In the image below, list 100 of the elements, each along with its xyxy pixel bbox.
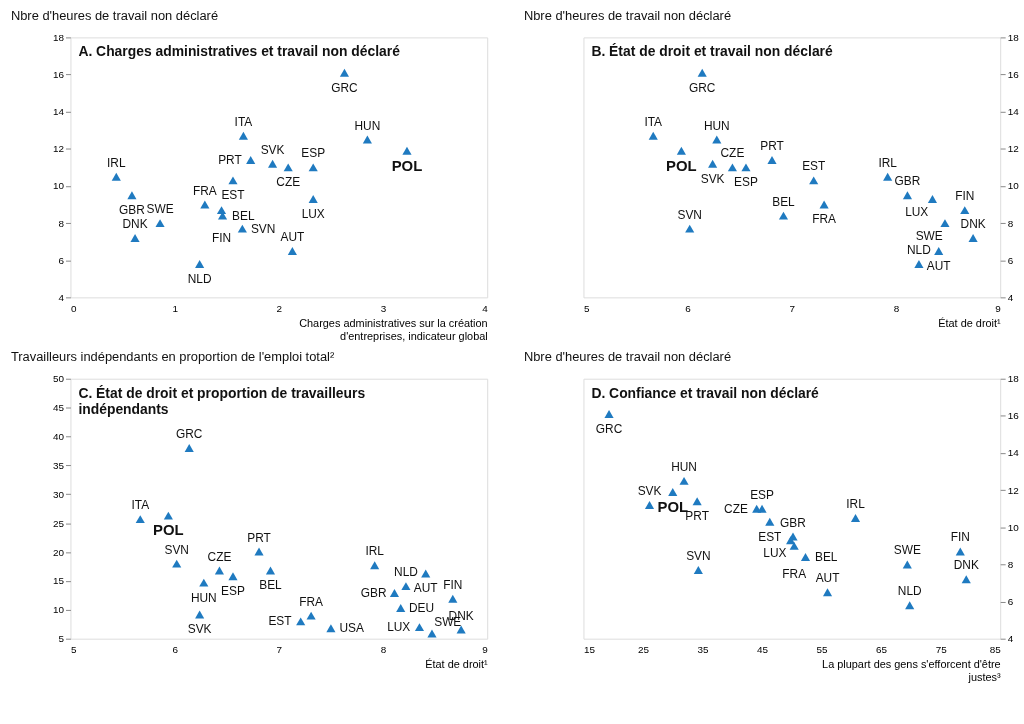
data-label: ESP — [301, 146, 326, 161]
point — [968, 233, 978, 242]
x-tick-label: 45 — [757, 644, 769, 656]
x-tick-label: 55 — [816, 644, 829, 656]
data-label: AUT — [926, 258, 951, 273]
data-label: AUT — [413, 581, 438, 596]
y-tick-label: 40 — [52, 430, 65, 442]
y2-tick-label: 18 — [1007, 373, 1020, 385]
data-label: GRC — [176, 427, 203, 442]
data-label: SWE — [915, 228, 943, 243]
data-label: CZE — [276, 175, 301, 190]
data-label: FIN — [950, 530, 970, 545]
point — [296, 617, 306, 626]
point — [934, 246, 944, 255]
data-label: LUX — [301, 206, 325, 221]
point — [228, 176, 238, 185]
point — [163, 511, 173, 520]
x-tick-label: 85 — [989, 644, 1002, 656]
data-label: FRA — [192, 183, 217, 198]
data-label: SVK — [700, 171, 725, 186]
x-tick-label: 9 — [995, 302, 1002, 314]
data-label: HUN — [671, 459, 697, 474]
data-label: IRL — [107, 155, 126, 170]
point — [127, 191, 137, 200]
chart-title: A. Charges administratives et travail non déclaré — [78, 43, 401, 60]
x-tick-label: 7 — [789, 302, 796, 314]
y2-tick-label: 16 — [1007, 69, 1020, 81]
data-label: FRA — [782, 566, 807, 581]
point — [414, 623, 425, 632]
y-axis-title: Travailleurs indépendants en proportion de l'emploi total² — [10, 348, 335, 364]
point — [778, 211, 789, 220]
point — [306, 611, 316, 620]
data-label: BEL — [232, 208, 255, 223]
data-label: POL — [153, 522, 184, 539]
y-tick-label: 6 — [58, 254, 65, 266]
x-axis-title: État de droit¹ — [938, 316, 1002, 329]
y-tick-label: 35 — [52, 459, 65, 471]
y2-tick-label: 6 — [1007, 596, 1014, 608]
data-label: SVN — [164, 542, 189, 557]
data-label: ITA — [234, 114, 253, 129]
data-label: GBR — [894, 174, 921, 189]
data-label: AUT — [280, 230, 305, 245]
point — [326, 624, 336, 633]
point — [883, 172, 893, 181]
y2-tick-label: 14 — [1007, 447, 1020, 459]
x-tick-label: 5 — [70, 644, 77, 656]
y-tick-label: 4 — [58, 291, 65, 303]
x-tick-label: 7 — [276, 644, 283, 656]
data-label: ITA — [644, 114, 663, 129]
point — [697, 68, 707, 77]
y-tick-label: 5 — [58, 633, 65, 645]
point — [960, 206, 970, 215]
x-tick-label: 4 — [482, 302, 489, 314]
data-label: PRT — [760, 139, 784, 154]
point — [172, 559, 182, 568]
data-label: AUT — [815, 571, 840, 586]
y-tick-label: 30 — [52, 488, 65, 500]
data-label: NLD — [897, 584, 922, 599]
data-label: FRA — [812, 212, 837, 227]
data-label: LUX — [763, 546, 787, 561]
point — [767, 155, 777, 164]
data-label: CZE — [720, 146, 745, 161]
x-axis-title: Charges administratives sur la création d'entreprises, indicateur global — [299, 316, 488, 342]
data-label: NLD — [907, 243, 932, 258]
point — [741, 163, 751, 172]
data-label: FRA — [299, 594, 324, 609]
point — [902, 191, 913, 200]
data-label: DNK — [953, 558, 979, 573]
y-tick-label: 12 — [52, 143, 65, 155]
point — [402, 146, 412, 155]
point — [237, 224, 247, 233]
data-label: ITA — [131, 498, 150, 513]
x-tick-label: 75 — [935, 644, 948, 656]
y-tick-label: 8 — [58, 217, 65, 229]
data-label: SVN — [250, 221, 276, 236]
point — [401, 582, 411, 591]
y-tick-label: 14 — [52, 106, 65, 118]
y-tick-label: 25 — [52, 517, 65, 529]
data-label: EST — [758, 529, 782, 544]
y2-tick-label: 8 — [1007, 217, 1014, 229]
data-label: ESP — [734, 175, 758, 190]
data-label: CZE — [207, 549, 232, 564]
data-label: IRL — [878, 155, 898, 170]
data-label: GRC — [689, 80, 716, 95]
x-tick-label: 6 — [685, 302, 692, 314]
point — [216, 206, 227, 215]
y-tick-label: 45 — [52, 402, 65, 414]
data-label: HUN — [190, 590, 217, 605]
point — [685, 224, 695, 233]
point — [195, 259, 205, 268]
x-tick-label: 6 — [172, 644, 179, 656]
x-tick-label: 1 — [172, 302, 179, 314]
point — [339, 68, 350, 77]
point — [727, 163, 737, 172]
y-tick-label: 16 — [52, 69, 65, 81]
point — [927, 194, 938, 203]
x-tick-label: 8 — [893, 302, 900, 314]
data-label: SVK — [260, 142, 285, 157]
x-tick-label: 8 — [380, 644, 387, 656]
data-label: PRT — [247, 530, 271, 545]
